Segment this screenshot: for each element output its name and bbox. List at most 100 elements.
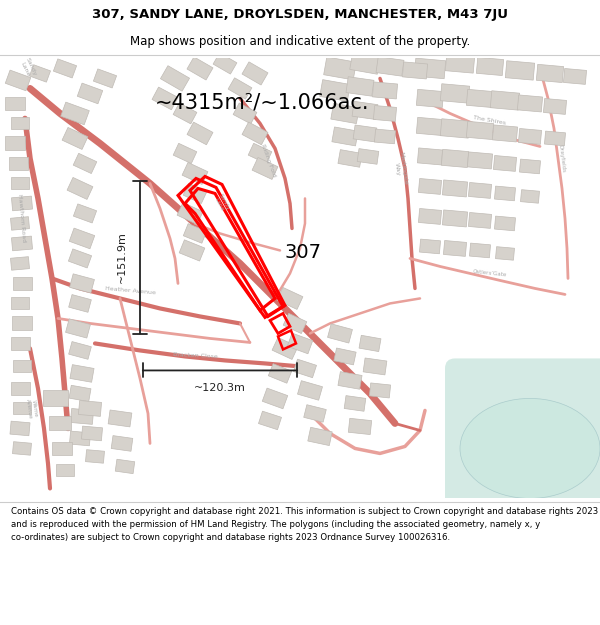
Bar [108,410,132,427]
Bar [43,391,67,406]
Bar [62,127,88,149]
Bar [373,82,398,99]
Bar [359,335,381,352]
Bar [11,298,29,309]
Bar [177,202,203,224]
Bar [52,442,72,455]
Bar [5,136,25,151]
Bar [268,364,292,383]
Bar [252,158,278,179]
Bar [469,182,491,198]
Bar [344,396,366,411]
Bar [77,83,103,104]
Bar [373,106,397,121]
Text: Ostlers’Gate: Ostlers’Gate [473,269,507,278]
Bar [298,381,323,400]
Bar [544,131,566,146]
Bar [68,342,91,359]
Bar [505,61,535,80]
Bar [334,348,356,365]
Bar [272,338,298,359]
Bar [352,101,378,119]
Bar [494,216,515,231]
Bar [82,426,103,441]
Bar [440,84,470,103]
Text: Heather Avenue: Heather Avenue [104,286,155,295]
Text: Drayfields: Drayfields [558,144,566,172]
Bar [29,65,50,82]
Bar [10,421,30,436]
Bar [419,239,440,254]
Bar [11,236,32,251]
Bar [53,59,77,78]
Bar [248,143,272,164]
Text: ~4315m²/~1.066ac.: ~4315m²/~1.066ac. [155,92,370,112]
Bar [13,277,32,290]
Bar [228,78,252,99]
Bar [338,149,362,168]
Bar [179,240,205,261]
Bar [353,125,377,142]
Bar [304,405,326,422]
Bar [13,361,31,372]
Bar [544,99,566,114]
Bar [73,153,97,174]
Bar [445,54,475,73]
Bar [67,177,93,199]
Bar [442,149,469,168]
Bar [331,103,359,124]
Bar [183,224,207,243]
Bar [418,148,443,165]
Bar [496,247,514,260]
Bar [414,58,446,79]
Text: 307, SANDY LANE, DROYLSDEN, MANCHESTER, M43 7JU: 307, SANDY LANE, DROYLSDEN, MANCHESTER, … [92,8,508,21]
Bar [418,179,442,194]
Bar [563,69,587,84]
Bar [493,125,518,142]
Bar [187,122,213,145]
Bar [68,294,91,312]
Bar [370,383,391,398]
Bar [259,411,281,430]
Bar [61,102,89,125]
Bar [357,149,379,164]
Bar [293,359,317,378]
Bar [5,97,25,110]
Bar [416,89,443,107]
Bar [242,62,268,85]
Bar [350,52,380,74]
Text: Map shows position and indicative extent of the property.: Map shows position and indicative extent… [130,35,470,48]
Bar [376,57,404,76]
Bar [70,431,91,446]
Bar [11,118,29,129]
Bar [68,249,92,268]
Bar [494,186,515,201]
Bar [13,402,31,414]
Bar [11,382,29,395]
Bar [442,210,467,227]
Bar [466,121,494,139]
Bar [11,257,29,270]
Bar [323,57,356,80]
Bar [69,228,95,249]
Bar [476,58,503,76]
Bar [152,87,178,110]
Bar [73,204,97,223]
Bar [493,156,517,171]
Bar [469,243,491,258]
Bar [94,69,116,88]
Bar [13,442,31,455]
Bar [521,189,539,203]
Bar [262,388,288,409]
Bar [70,364,94,382]
Bar [403,62,428,79]
Bar [242,122,268,145]
Bar [56,464,74,476]
Bar [115,459,135,474]
Bar [328,324,352,343]
Bar [469,213,491,228]
Bar [182,162,208,184]
FancyBboxPatch shape [445,358,600,508]
Bar [11,337,29,350]
Bar [332,127,358,146]
